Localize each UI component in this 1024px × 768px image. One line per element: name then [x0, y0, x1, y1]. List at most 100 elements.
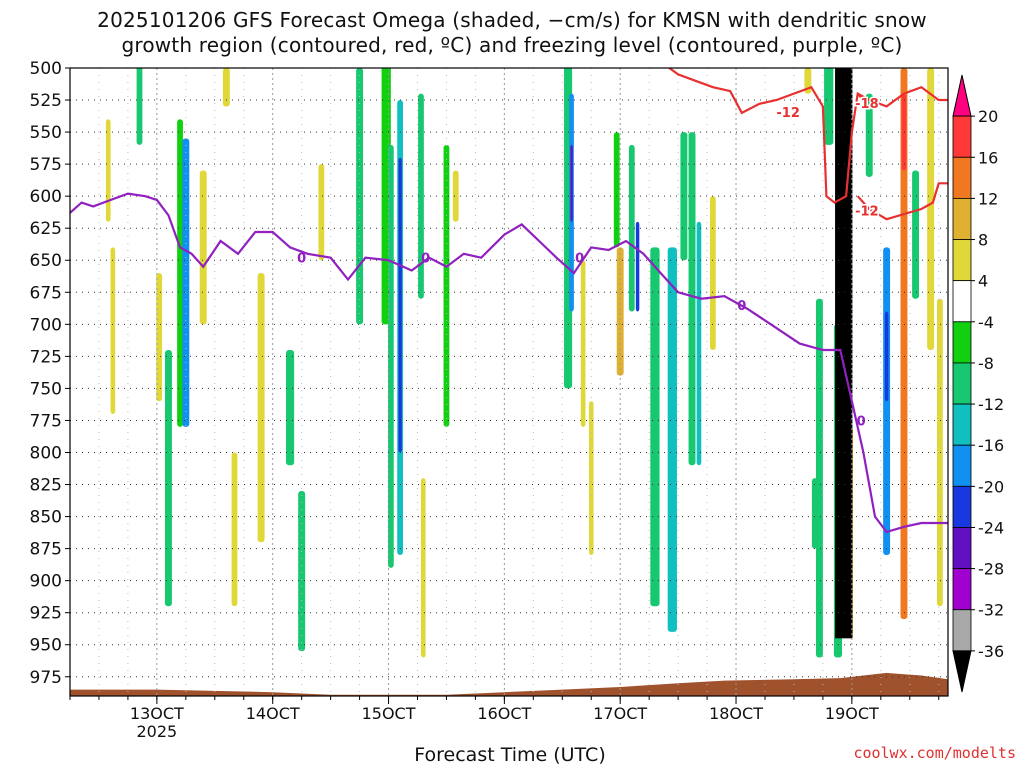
axes-layer: 500 525 550 575 600 625 650 675 700 725 750 775 800 8…: [30, 59, 949, 741]
omega-cell: [110, 247, 116, 415]
colorbar-box: [952, 485, 972, 528]
omega-cell: [257, 273, 265, 543]
y-tick-label: 750: [30, 379, 62, 399]
freezing-level-line: [70, 192, 948, 534]
freezing-level-label: 0: [297, 252, 306, 267]
colorbar-label: -12: [978, 395, 1004, 414]
omega-shading-layer: [70, 68, 948, 696]
y-tick-label: 550: [30, 123, 62, 143]
freezing-level-label: 0: [737, 299, 746, 314]
omega-cell: [398, 157, 402, 453]
colorbar-label: -36: [978, 642, 1004, 661]
terrain-fill: [70, 672, 948, 696]
omega-cell: [900, 68, 908, 620]
y-tick-label: 700: [30, 315, 62, 335]
colorbar-cap-bottom: [952, 650, 972, 693]
y-tick-label: 600: [30, 187, 62, 207]
dgz-contour-label: -12: [776, 106, 800, 121]
colorbar-cap-top: [952, 74, 972, 117]
omega-cell: [613, 132, 620, 248]
omega-cell: [156, 273, 163, 402]
omega-cell: [286, 349, 295, 466]
colorbar-box: [952, 115, 972, 158]
omega-cell: [231, 452, 238, 607]
colorbar-label: 16: [978, 148, 998, 167]
omega-cell: [901, 93, 907, 171]
colorbar-box: [952, 568, 972, 611]
y-tick-label: 825: [30, 476, 62, 496]
omega-cell: [387, 144, 394, 568]
colorbar-label: 20: [978, 107, 998, 126]
y-tick-label: 775: [30, 411, 62, 431]
y-tick-label: 975: [30, 668, 62, 688]
plot-frame: [69, 67, 949, 697]
omega-cell: [298, 490, 306, 652]
x-tick-label: 13OCT: [130, 704, 184, 723]
colorbar-box: [952, 362, 972, 405]
y-tick-label: 875: [30, 540, 62, 560]
contour-layer: 0 0 0 0 0 -12 -12 -18: [70, 68, 948, 534]
colorbar-box: [952, 197, 972, 240]
colorbar-label: -8: [978, 354, 994, 373]
y-tick-label: 900: [30, 572, 62, 592]
omega-cell: [418, 93, 424, 299]
y-tick-label: 725: [30, 347, 62, 367]
omega-cell: [588, 401, 594, 556]
colorbar-label: 8: [978, 231, 988, 250]
grid-layer: [69, 67, 948, 696]
freezing-level-label: 0: [575, 252, 584, 267]
omega-cell: [420, 478, 426, 658]
omega-cell: [182, 138, 190, 427]
colorbar-box: [952, 156, 972, 199]
omega-cell: [199, 170, 207, 325]
freezing-level-label: 0: [421, 252, 430, 267]
y-tick-label: 525: [30, 91, 62, 111]
y-tick-label: 850: [30, 508, 62, 528]
omega-cell: [650, 247, 660, 607]
y-tick-label: 800: [30, 443, 62, 463]
colorbar-label: 12: [978, 189, 998, 208]
omega-cell: [680, 132, 688, 261]
omega-cell: [912, 170, 920, 299]
x-axis-label: Forecast Time (UTC): [414, 744, 606, 766]
omega-cell: [570, 144, 573, 222]
colorbar-label: -32: [978, 601, 1004, 620]
y-tick-label: 650: [30, 251, 62, 271]
omega-cell: [635, 221, 640, 312]
omega-cell: [318, 164, 325, 261]
omega-cell: [177, 119, 183, 427]
omega-cell: [356, 68, 364, 325]
omega-cell: [865, 93, 873, 177]
omega-cell: [936, 298, 943, 607]
x-tick-label: 15OCT: [362, 704, 416, 723]
colorbar-label: -4: [978, 313, 994, 332]
x-tick-label: 14OCT: [246, 704, 300, 723]
x-tick-sublabel: 2025: [137, 722, 178, 741]
omega-cell: [696, 221, 702, 466]
colorbar-box: [952, 609, 972, 652]
dgz-contour-line: [856, 182, 948, 221]
y-tick-label: 950: [30, 636, 62, 656]
chart-title-line1: 2025101206 GFS Forecast Omega (shaded, −…: [97, 8, 927, 32]
omega-cell: [452, 170, 459, 222]
colorbar-box: [952, 444, 972, 487]
y-tick-label: 675: [30, 283, 62, 303]
y-tick-label: 925: [30, 604, 62, 624]
omega-cell: [105, 119, 111, 222]
colorbar: 20 16 12 8 4 -4 -8 -12 -16 -20 -24 -28 -32 -36: [952, 74, 1004, 693]
dgz-contour-label: -12: [855, 205, 879, 220]
omega-cell: [616, 247, 624, 376]
colorbar-box: [952, 321, 972, 364]
chart-title-line2: growth region (contoured, red, ºC) and f…: [121, 33, 903, 57]
omega-cell: [811, 478, 818, 549]
colorbar-box: [952, 280, 972, 323]
omega-cell: [927, 68, 935, 350]
dgz-contour-label: -18: [855, 97, 879, 112]
colorbar-label: -24: [978, 518, 1004, 537]
colorbar-box: [952, 403, 972, 446]
colorbar-label: -16: [978, 436, 1004, 455]
omega-cell: [824, 68, 834, 145]
x-tick-label: 17OCT: [593, 704, 647, 723]
colorbar-box: [952, 527, 972, 570]
x-tick-label: 16OCT: [477, 704, 531, 723]
